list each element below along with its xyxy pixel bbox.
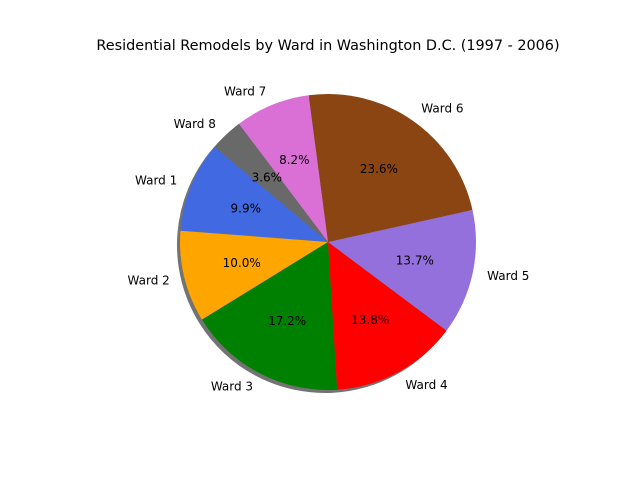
- pct-label-ward-6: 23.6%: [360, 162, 398, 176]
- slice-label-ward-2: Ward 2: [128, 273, 170, 287]
- slice-label-ward-7: Ward 7: [224, 84, 266, 98]
- pct-label-ward-2: 10.0%: [223, 256, 261, 270]
- pie-slice-ward-1: [180, 146, 328, 242]
- pct-label-ward-3: 17.2%: [268, 314, 306, 328]
- pie-slice-ward-6: [308, 93, 473, 242]
- pie-slice-ward-3: [202, 242, 338, 390]
- pie-slice-ward-5: [328, 209, 477, 331]
- slice-label-ward-5: Ward 5: [487, 269, 529, 283]
- pct-label-ward-7: 8.2%: [279, 153, 310, 167]
- slice-label-ward-1: Ward 1: [135, 174, 177, 188]
- pie-slices: [180, 93, 477, 390]
- pie-slice-ward-8: [214, 123, 328, 242]
- pie-labels: Ward 1 9.9% Ward 2 10.0% Ward 3 17.2% Ward 4 13…: [128, 84, 530, 393]
- pie-slice-ward-2: [180, 230, 328, 320]
- slice-label-ward-4: Ward 4: [405, 378, 447, 392]
- slice-label-ward-8: Ward 8: [174, 117, 216, 131]
- pct-label-ward-1: 9.9%: [231, 201, 262, 215]
- chart-title: Residential Remodels by Ward in Washingt…: [96, 38, 559, 54]
- pct-label-ward-8: 3.6%: [252, 171, 283, 185]
- pie-slice-ward-7: [238, 95, 328, 243]
- slice-label-ward-3: Ward 3: [211, 380, 253, 394]
- pie-slice-ward-4: [328, 242, 447, 390]
- pct-label-ward-5: 13.7%: [396, 254, 434, 268]
- pct-label-ward-4: 13.8%: [351, 313, 389, 327]
- slice-label-ward-6: Ward 6: [421, 102, 463, 116]
